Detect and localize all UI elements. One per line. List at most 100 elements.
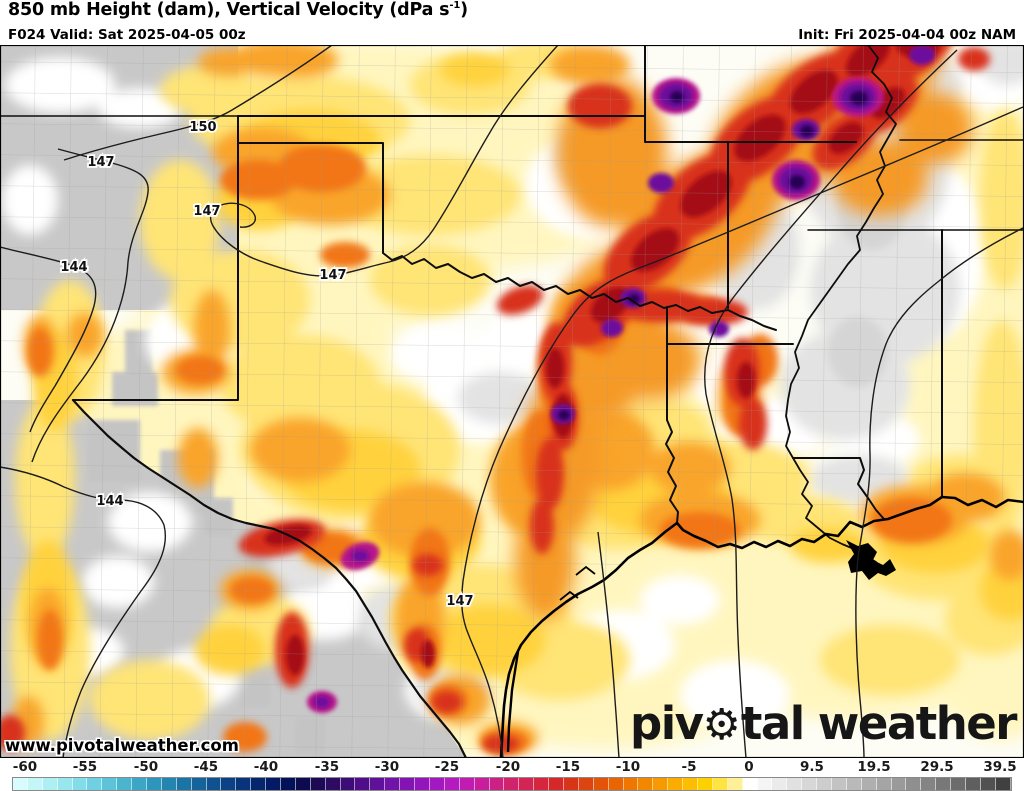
colorbar-cell [876,778,892,790]
colorbar-cell [772,778,788,790]
colorbar-cell [757,778,773,790]
colorbar-cell [817,778,832,790]
contour-label: 147 [87,155,114,170]
colorbar-cell [27,778,43,790]
colorbar-tick: -5 [681,759,697,775]
colorbar-cell [549,778,564,790]
contour-label: 147 [193,204,220,219]
colorbar-cell [727,778,743,790]
colorbar-cell [623,778,639,790]
colorbar-tick: -20 [495,759,521,775]
colorbar-cell [474,778,490,790]
colorbar-cell [846,778,862,790]
contour-label: 147 [446,594,473,609]
colorbar-cell [340,778,356,790]
colorbar-cell [504,778,520,790]
colorbar-cell [668,778,684,790]
colorbar-cell [980,778,996,790]
colorbar-cell [802,778,818,790]
colorbar-cell [102,778,118,790]
init-time-label: Init: Fri 2025-04-04 00z NAM [798,27,1016,43]
colorbar-cell [221,778,237,790]
colorbar-gradient [12,777,1012,791]
map-canvas: 150 147 147 144 147 144 147 [0,7,1024,770]
colorbar-cell [951,778,966,790]
contour-labels: 150 147 147 144 147 144 147 [59,118,476,611]
colorbar-cell [13,778,28,790]
colorbar-cell [697,778,713,790]
colorbar-cell [415,778,430,790]
colorbar-cell [72,778,88,790]
colorbar-cell [995,778,1011,790]
colorbar-tick: -25 [434,759,460,775]
pivotal-weather-logo: piv⚙tal weather [630,697,1018,750]
gear-icon: ⚙ [702,700,741,750]
colorbar-tick: -10 [615,759,641,775]
subtitle-row: F024 Valid: Sat 2025-04-05 00z Init: Fri… [0,27,1024,45]
colorbar-cell [563,778,579,790]
watermark-url: www.pivotalweather.com [5,736,239,755]
colorbar-cell [295,778,311,790]
colorbar-cell [861,778,877,790]
colorbar-cell [683,778,698,790]
colorbar-cell [891,778,907,790]
colorbar-cell [593,778,609,790]
colorbar-cell [117,778,133,790]
contour-label: 144 [60,260,87,275]
colorbar-cell [400,778,416,790]
colorbar-cell [653,778,669,790]
colorbar-cell [459,778,475,790]
contour-label: 147 [319,268,346,283]
colorbar-cell [57,778,73,790]
colorbar-tick: -30 [374,759,400,775]
colorbar-tick: -45 [193,759,219,775]
weather-map-svg: 150 147 147 144 147 144 147 [0,7,1024,770]
colorbar-tick: 19.5 [857,759,891,775]
colorbar-tick: -40 [253,759,279,775]
state-borders [0,44,1024,760]
colorbar-cell [87,778,103,790]
colorbar-tick: -55 [72,759,98,775]
colorbar-cell [429,778,445,790]
colorbar-cell [608,778,624,790]
colorbar-cell [831,778,847,790]
height-contours [0,44,1024,759]
colorbar-cell [266,778,282,790]
colorbar-tick: 29.5 [920,759,954,775]
colorbar-cell [787,778,803,790]
colorbar-cell [251,778,267,790]
colorbar-cell [578,778,594,790]
colorbar-cell [42,778,58,790]
colorbar-cell [310,778,326,790]
colorbar-tick: -15 [555,759,581,775]
colorbar-cell [355,778,371,790]
colorbar-tick: 0 [744,759,754,775]
colorbar-tick: -50 [133,759,159,775]
colorbar-cell [191,778,207,790]
valid-time-label: F024 Valid: Sat 2025-04-05 00z [8,27,246,43]
colorbar-cell [176,778,192,790]
colorbar-tick: -35 [314,759,340,775]
colorbar-cell [638,778,654,790]
colorbar-cell [712,778,728,790]
colorbar-cell [489,778,505,790]
header: 850 mb Height (dam), Vertical Velocity (… [0,0,1024,45]
colorbar-cell [519,778,535,790]
colorbar-cell [385,778,401,790]
colorbar-cell [444,778,460,790]
colorbar-cell [132,778,148,790]
colorbar-cell [742,778,758,790]
contour-label: 150 [189,120,216,135]
colorbar-cell [966,778,981,790]
colorbar-cell [921,778,937,790]
colorbar-cell [906,778,922,790]
colorbar-cell [206,778,222,790]
page-title: 850 mb Height (dam), Vertical Velocity (… [8,0,468,20]
colorbar: -60 -55 -50 -45 -40 -35 -30 -25 -20 -15 -10 -5 0 9.5 1… [0,758,1024,791]
contour-label: 144 [96,494,123,509]
colorbar-cell [534,778,550,790]
colorbar-cell [281,778,296,790]
colorbar-cell [325,778,341,790]
colorbar-cell [370,778,386,790]
